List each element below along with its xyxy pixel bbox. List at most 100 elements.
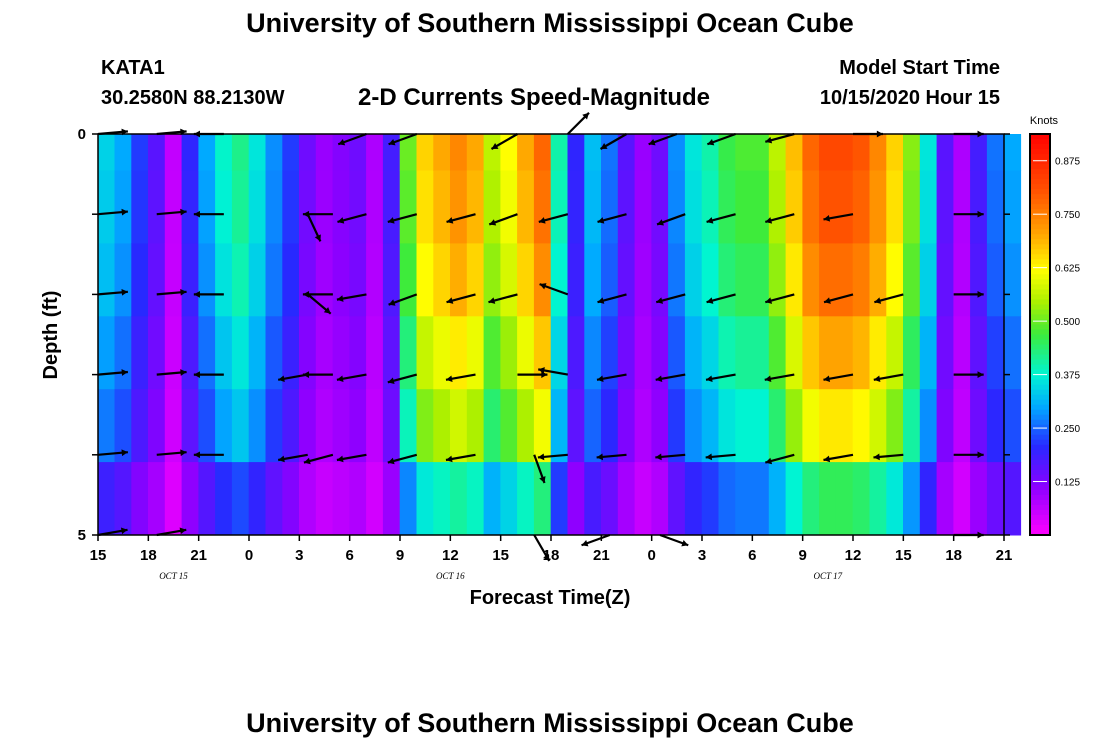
heatmap-cell (785, 170, 803, 244)
heatmap-cell (299, 389, 317, 463)
heatmap-cell (752, 170, 770, 244)
colorbar-swatch (1030, 134, 1050, 140)
heatmap-cell (953, 462, 971, 536)
heatmap-cell (936, 134, 954, 171)
current-arrow (566, 112, 590, 135)
colorbar-swatch (1030, 189, 1050, 195)
heatmap-cell (567, 170, 585, 244)
heatmap-cell (617, 316, 636, 390)
colorbar-swatch (1030, 454, 1050, 461)
heatmap-cell (382, 134, 401, 171)
current-arrow (765, 213, 795, 224)
heatmap-cell (148, 134, 166, 171)
current-arrow (277, 453, 308, 463)
heatmap-cell (550, 134, 569, 171)
chart-title: 2-D Currents Speed-Magnitude (358, 84, 711, 111)
heatmap-cell (114, 170, 132, 244)
colorbar-swatch (1030, 509, 1050, 516)
heatmap-cell (617, 462, 636, 536)
heatmap-cell (1003, 462, 1022, 536)
heatmap-cell (148, 462, 166, 536)
heatmap-cell (231, 316, 250, 390)
heatmap-cell (835, 170, 854, 244)
heatmap-cell (584, 462, 602, 536)
heatmap-cell (936, 243, 954, 317)
heatmap-cell (349, 389, 367, 463)
heatmap-cell (231, 389, 250, 463)
colorbar-swatch (1030, 299, 1050, 306)
heatmap-cell (416, 389, 434, 463)
current-arrow (765, 293, 795, 304)
heatmap-cell (819, 316, 837, 390)
heatmap-cell (315, 462, 334, 536)
date-label: OCT 15 (159, 571, 188, 581)
heatmap-cell (584, 316, 602, 390)
colorbar-frame (1029, 133, 1051, 536)
heatmap-cell (785, 462, 803, 536)
colorbar-swatch (1030, 334, 1050, 341)
heatmap-cell (718, 170, 736, 244)
heatmap-cell (181, 462, 199, 536)
current-arrow (823, 453, 854, 463)
x-tick-label: 9 (798, 547, 806, 564)
heatmap-cell (835, 134, 854, 171)
heatmap-cell (248, 243, 267, 317)
heatmap-cell (131, 462, 149, 536)
colorbar-tick-label: 0.625 (1055, 264, 1080, 275)
heatmap-cell (483, 316, 501, 390)
x-tick-label: 18 (140, 547, 157, 564)
x-tick-label: 12 (845, 547, 862, 564)
heatmap-cell (886, 462, 904, 536)
current-arrow (388, 132, 418, 146)
current-arrow (336, 373, 367, 383)
colorbar-swatch (1030, 379, 1050, 386)
heatmap-cell (500, 134, 518, 171)
current-arrow (306, 213, 322, 242)
colorbar-swatch (1030, 444, 1050, 451)
colorbar-swatch (1030, 404, 1050, 411)
heatmap-cell (550, 462, 569, 536)
x-tick-label: 0 (647, 547, 655, 564)
current-arrow (597, 213, 627, 224)
heatmap-cell (903, 170, 921, 244)
heatmap-cell (332, 243, 350, 317)
heatmap-cell (768, 389, 787, 463)
heatmap-cell (869, 316, 887, 390)
current-arrow (490, 133, 518, 150)
current-arrow (303, 453, 334, 465)
heatmap-cell (601, 389, 619, 463)
heatmap-cell (651, 389, 669, 463)
heatmap-cell (517, 134, 535, 171)
current-arrow (873, 373, 904, 383)
heatmap-cell (483, 462, 501, 536)
colorbar-swatch (1030, 519, 1050, 526)
heatmap-cell (919, 170, 938, 244)
x-tick-label: 3 (295, 547, 303, 564)
colorbar-label: Knots (1030, 115, 1059, 127)
heatmap-cell (617, 170, 636, 244)
heatmap-cell (785, 389, 803, 463)
colorbar-tick-label: 0.750 (1055, 210, 1080, 221)
heatmap-cell (919, 134, 938, 171)
heatmap-cell (198, 243, 216, 317)
colorbar-swatch (1030, 154, 1050, 160)
current-arrow (538, 213, 569, 224)
current-arrow (659, 533, 689, 547)
colorbar-swatch (1030, 204, 1050, 210)
colorbar-swatch (1030, 494, 1050, 501)
current-arrow (705, 373, 736, 383)
heatmap-cell (181, 134, 199, 171)
heatmap-cell (819, 243, 837, 317)
heatmap-cell (349, 170, 367, 244)
colorbar-swatch (1030, 464, 1050, 471)
heatmap-cell (433, 316, 451, 390)
x-tick-label: 21 (996, 547, 1013, 564)
heatmap-cell (903, 243, 921, 317)
heatmap-cell (617, 389, 636, 463)
colorbar-swatch (1030, 374, 1050, 381)
heatmap-cell (668, 134, 686, 171)
heatmap-cell (835, 316, 854, 390)
y-axis: 05 (78, 126, 1010, 544)
heatmap-cell (869, 389, 887, 463)
station-coordinates: 30.2580N 88.2130W (101, 87, 285, 109)
